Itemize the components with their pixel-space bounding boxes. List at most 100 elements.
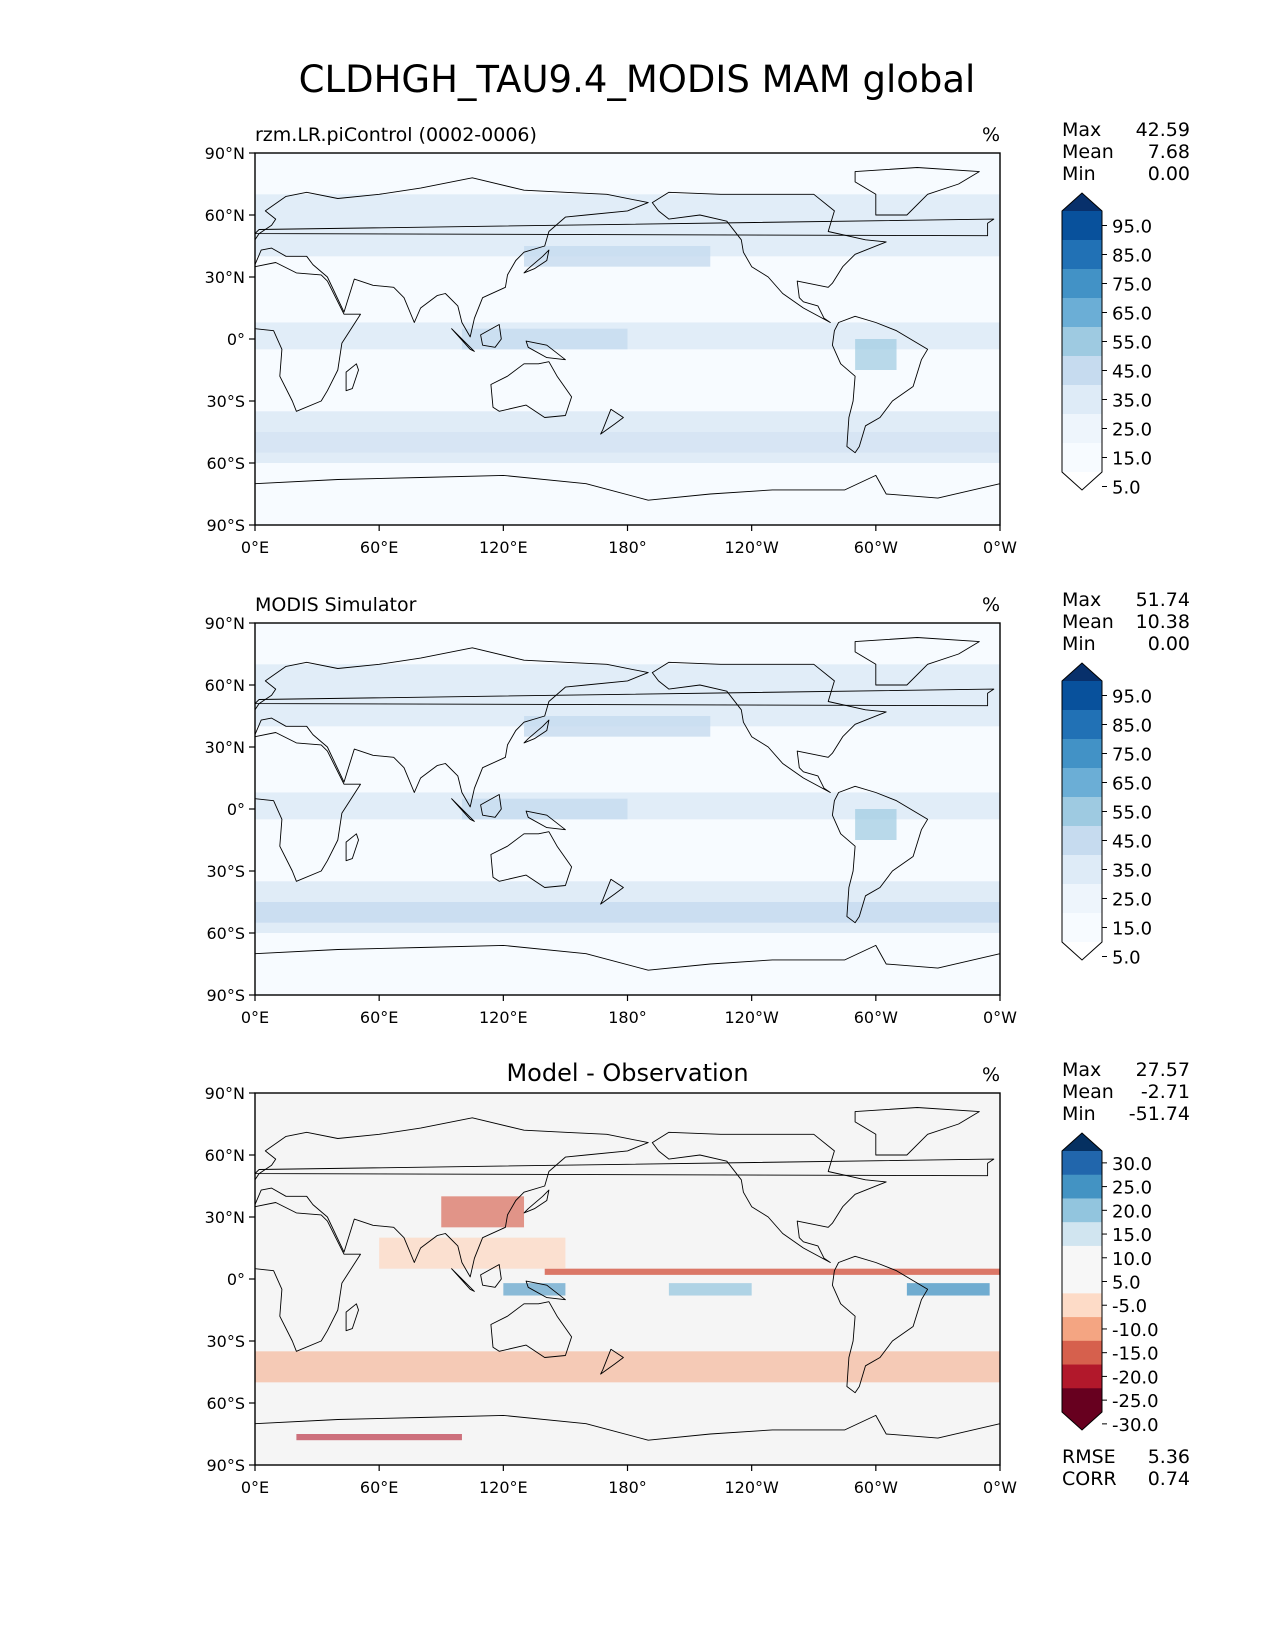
colorbar-tick-label: 75.0 (1112, 275, 1152, 296)
stat-value: 7.68 (1148, 141, 1190, 163)
x-tick-label: 180° (608, 1478, 647, 1497)
panel-center-title: Model - Observation (506, 1059, 748, 1087)
y-tick-label: 90°S (206, 1456, 245, 1475)
coastline (651, 1131, 887, 1263)
contour-band (296, 1434, 462, 1441)
coastline (490, 1301, 573, 1358)
colorbar-tick-label: -15.0 (1112, 1344, 1159, 1365)
x-tick-label: 120°W (724, 538, 779, 557)
contour-band (524, 246, 711, 267)
metric-label: CORR (1062, 1468, 1117, 1490)
colorbar-extend-bottom (1062, 1412, 1102, 1430)
y-tick-label: 30°N (205, 268, 245, 287)
colorbar-tick-label: 25.0 (1112, 1178, 1152, 1199)
coastline (254, 647, 649, 808)
coastline (525, 340, 566, 361)
contour-band (255, 902, 1000, 923)
x-tick-label: 0°E (241, 538, 269, 557)
colorbar-tick-label: 35.0 (1112, 861, 1152, 882)
contour-band (255, 1351, 1000, 1383)
colorbar-tick-label: 45.0 (1112, 832, 1152, 853)
coastline (854, 637, 980, 686)
coastline (490, 831, 573, 888)
stat-label: Mean (1062, 611, 1114, 633)
colorbar-tick-label: -10.0 (1112, 1320, 1159, 1341)
colorbar-tick-label: 20.0 (1112, 1201, 1152, 1222)
contour-band (906, 1283, 990, 1296)
colorbar-bin (1062, 1364, 1102, 1389)
y-tick-label: 60°S (206, 924, 245, 943)
y-tick-label: 60°S (206, 1394, 245, 1413)
y-tick-label: 30°S (206, 862, 245, 881)
colorbar-bin (1062, 1269, 1102, 1294)
colorbar-bin (1062, 797, 1102, 827)
panel-left-title: rzm.LR.piControl (0002-0006) (255, 124, 537, 146)
y-tick-label: 0° (227, 1270, 245, 1289)
colorbar-bin (1062, 681, 1102, 711)
stat-value: 51.74 (1136, 589, 1190, 611)
colorbar-tick-label: 55.0 (1112, 333, 1152, 354)
coastline (254, 1202, 361, 1352)
colorbar-tick-label: 25.0 (1112, 890, 1152, 911)
colorbar-tick-label: 10.0 (1112, 1249, 1152, 1270)
stat-label: Min (1062, 163, 1096, 185)
colorbar-bin (1062, 913, 1102, 943)
coastline (451, 798, 475, 822)
colorbar-bin (1062, 1174, 1102, 1199)
colorbar-tick-label: 65.0 (1112, 774, 1152, 795)
x-tick-label: 0°W (983, 538, 1017, 557)
stat-value: 0.00 (1148, 163, 1190, 185)
contour-band (461, 798, 628, 820)
colorbar-tick-label: 75.0 (1112, 745, 1152, 766)
y-tick-label: 30°N (205, 738, 245, 757)
map-background (255, 1093, 1000, 1465)
stat-label: Min (1062, 1103, 1096, 1125)
contour-band (855, 809, 897, 840)
colorbar-extend-top (1062, 663, 1102, 681)
panel-reference: 0°E 60°E 120°E 180° 120°W 60°W 0°W 90°N 60°N 30°N… (205, 589, 1190, 1027)
coastline (490, 361, 573, 418)
colorbar-bin (1062, 855, 1102, 885)
x-tick-label: 180° (608, 1008, 647, 1027)
coastline (600, 878, 624, 905)
colorbar-tick-label: -5.0 (1112, 1296, 1147, 1317)
colorbar-tick-label: -20.0 (1112, 1367, 1159, 1388)
y-tick-label: 60°N (205, 1146, 245, 1165)
colorbar-bin (1062, 414, 1102, 444)
x-tick-label: 120°W (724, 1008, 779, 1027)
colorbar-bin (1062, 443, 1102, 473)
coastline (523, 249, 550, 274)
coastline (480, 794, 502, 818)
x-tick-label: 60°W (854, 1478, 898, 1497)
y-tick-label: 60°N (205, 206, 245, 225)
colorbar-bin (1062, 298, 1102, 328)
colorbar-tick-label: 65.0 (1112, 304, 1152, 325)
colorbar-outline (1061, 1132, 1103, 1431)
colorbar: 95.0 85.0 75.0 65.0 55.0 45.0 35.0 25.0 15.0 5.0 (1061, 662, 1152, 969)
panel-test: 0°E 60°E 120°E 180° 120°W 60°W 0°W 90°N 60°N 30°N… (205, 119, 1190, 557)
colorbar-bin (1062, 1317, 1102, 1342)
stat-label: Max (1062, 1059, 1101, 1081)
stat-value: -51.74 (1129, 1103, 1190, 1125)
colorbar-bin (1062, 356, 1102, 386)
colorbar-extend-top (1062, 193, 1102, 211)
stat-value: -2.71 (1141, 1081, 1190, 1103)
x-tick-label: 0°W (983, 1478, 1017, 1497)
colorbar-bin (1062, 385, 1102, 415)
coastline (651, 191, 887, 323)
contour-band (668, 1283, 752, 1296)
coastline (523, 719, 550, 744)
coastline (854, 167, 980, 216)
colorbar-outline (1061, 662, 1103, 961)
panel-difference: 0°E 60°E 120°E 180° 120°W 60°W 0°W 90°N 60°N 30°N… (205, 1059, 1190, 1497)
coastline (254, 688, 995, 707)
coastline (525, 810, 566, 831)
y-tick-label: 60°N (205, 676, 245, 695)
colorbar-tick-label: 30.0 (1112, 1154, 1152, 1175)
coastline (451, 1268, 475, 1292)
y-tick-label: 30°S (206, 392, 245, 411)
colorbar-tick-label: 5.0 (1112, 1273, 1141, 1294)
colorbar-bin (1062, 269, 1102, 299)
figure-title: CLDHGH_TAU9.4_MODIS MAM global (299, 58, 976, 101)
